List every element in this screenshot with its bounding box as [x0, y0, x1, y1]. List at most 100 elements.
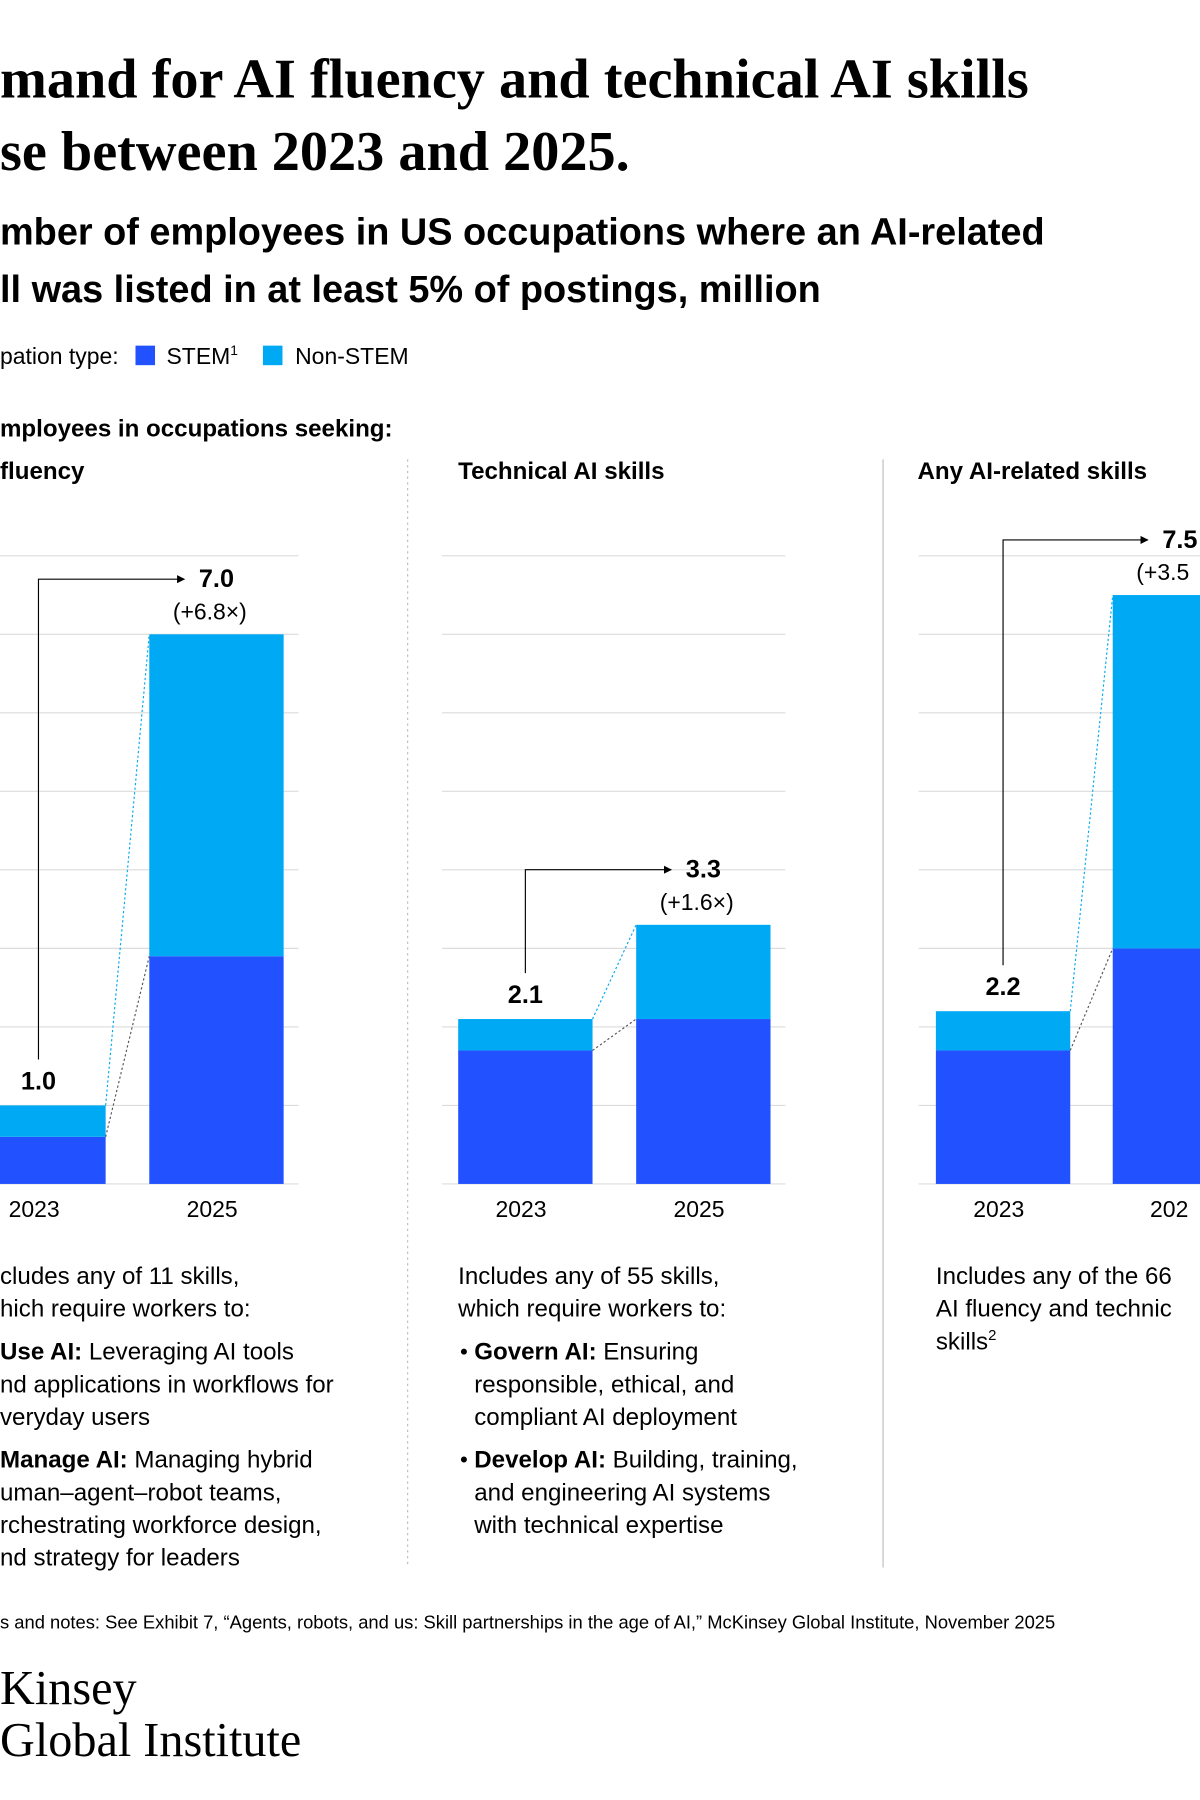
bullet-lead: Govern AI: [474, 1339, 596, 1366]
note-line: compliant AI deployment [474, 1404, 737, 1431]
title-line: mand for AI fluency and technical AI ski… [0, 49, 1029, 111]
growth-arrow [1002, 535, 1149, 966]
note-line: Managing hybrid [128, 1447, 313, 1474]
note-text: Includes any of 55 skills, [458, 1263, 719, 1290]
note-line: Leveraging AI tools [82, 1339, 294, 1366]
x-tick-label: 2023 [973, 1196, 1024, 1222]
change-label: (+3.5 [1136, 559, 1189, 585]
change-label: (+1.6×) [660, 889, 734, 915]
logo-line: Global Institute [0, 1714, 301, 1767]
bar-segment [458, 1050, 593, 1184]
legend-swatch [262, 345, 283, 366]
note-text: compliant AI deployment [474, 1404, 737, 1431]
note-text: with technical expertise [473, 1512, 723, 1539]
note-text: and engineering AI systems [474, 1479, 770, 1506]
source-note: s and notes: See Exhibit 7, “Agents, rob… [0, 1611, 1055, 1632]
note-line: hich require workers to: [0, 1296, 251, 1323]
note-text: uman–agent–robot teams, [0, 1479, 281, 1506]
note-line: Includes any of the 66 [936, 1263, 1172, 1290]
note-text: nd applications in workflows for [0, 1371, 334, 1398]
note-text: Includes any of the 66 [936, 1263, 1172, 1290]
footnote-marker: 1 [230, 343, 238, 358]
bar-segment [149, 634, 284, 957]
note-line: veryday users [0, 1404, 150, 1431]
note-line: rchestrating workforce design, [0, 1512, 322, 1539]
change-label: (+6.8×) [173, 598, 247, 624]
note-line: uman–agent–robot teams, [0, 1479, 281, 1506]
total-label: 2.2 [986, 973, 1021, 1001]
connector [105, 956, 150, 1137]
note-line: cludes any of 11 skills, [0, 1263, 239, 1290]
bullet-dot [460, 1348, 467, 1355]
note-line: which require workers to: [457, 1296, 726, 1323]
growth-arrow [524, 865, 672, 974]
note-text: Govern AI: Ensuring [474, 1339, 698, 1366]
bar-segment [636, 1019, 771, 1184]
bar-segment [935, 1050, 1071, 1184]
x-tick-label: 2023 [9, 1196, 60, 1222]
total-label: 3.3 [686, 856, 721, 884]
footnote-marker: 2 [988, 1327, 996, 1344]
note-text: nd strategy for leaders [0, 1545, 240, 1572]
legend-name: Non-STEM [295, 343, 409, 369]
note-line: Ensuring [597, 1339, 699, 1366]
bullet-dot [460, 1456, 467, 1463]
bullet-lead: Develop AI: [474, 1447, 606, 1474]
note-text: Develop AI: Building, training, [474, 1447, 797, 1474]
x-tick-label: 202 [1150, 1196, 1188, 1222]
note-line: nd applications in workflows for [0, 1371, 334, 1398]
note-line: Building, training, [606, 1447, 798, 1474]
bar-segment [149, 956, 284, 1184]
note-text: veryday users [0, 1404, 150, 1431]
x-tick-label: 2025 [673, 1196, 724, 1222]
bar-segment [636, 924, 771, 1020]
growth-arrow [37, 575, 186, 1060]
legend-label: pation type: [0, 343, 119, 369]
total-label: 2.1 [508, 981, 543, 1009]
bar-segment [458, 1019, 593, 1051]
bar-segment [1112, 595, 1200, 949]
bar-segment [0, 1136, 106, 1184]
logo-line: Kinsey [0, 1662, 137, 1715]
note-text: which require workers to: [457, 1296, 726, 1323]
bar-segment [935, 1011, 1071, 1051]
total-label: 7.5 [1162, 526, 1197, 554]
connector [105, 634, 150, 1106]
note-line: and engineering AI systems [474, 1479, 770, 1506]
note-line: responsible, ethical, and [474, 1371, 734, 1398]
note-text: hich require workers to: [0, 1296, 251, 1323]
note-line: Includes any of 55 skills, [458, 1263, 719, 1290]
panel-title: Technical AI skills [458, 458, 664, 485]
total-label: 7.0 [199, 565, 234, 593]
connector [1069, 948, 1114, 1051]
note-text: responsible, ethical, and [474, 1371, 734, 1398]
bullet-lead: Use AI: [0, 1339, 82, 1366]
section-label: mployees in occupations seeking: [0, 415, 393, 442]
note-text: Use AI: Leveraging AI tools [0, 1339, 294, 1366]
note-text: rchestrating workforce design, [0, 1512, 322, 1539]
panel-title: fluency [0, 458, 85, 485]
subtitle-line: ll was listed in at least 5% of postings… [0, 269, 821, 311]
bullet-lead: Manage AI: [0, 1447, 128, 1474]
note-text: Manage AI: Managing hybrid [0, 1447, 313, 1474]
note-text: cludes any of 11 skills, [0, 1263, 239, 1290]
legend-entry: STEM1 [167, 343, 238, 369]
legend-swatch [135, 345, 156, 366]
note-text: AI fluency and technic [936, 1296, 1172, 1323]
note-line: with technical expertise [473, 1512, 723, 1539]
panel-title: Any AI-related skills [918, 458, 1148, 485]
x-tick-label: 2025 [187, 1196, 238, 1222]
note-line: AI fluency and technic [936, 1296, 1172, 1323]
subtitle-line: mber of employees in US occupations wher… [0, 212, 1045, 254]
bar-segment [0, 1105, 106, 1137]
connector [592, 1018, 637, 1051]
legend-name: STEM [167, 343, 231, 369]
title-line: se between 2023 and 2025. [0, 121, 630, 183]
legend-entry: Non-STEM [295, 343, 409, 369]
bar-segment [1112, 948, 1200, 1184]
x-tick-label: 2023 [496, 1196, 547, 1222]
note-line: nd strategy for leaders [0, 1545, 240, 1572]
total-label: 1.0 [21, 1067, 56, 1095]
